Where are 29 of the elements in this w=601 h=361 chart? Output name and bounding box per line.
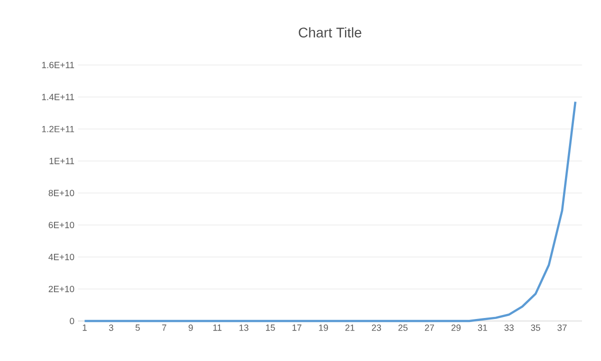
x-tick-label: 9 [188, 324, 193, 331]
x-tick-label: 15 [266, 324, 275, 331]
x-tick-label: 37 [557, 324, 567, 331]
x-tick-label: 29 [451, 324, 461, 331]
x-tick-label: 21 [345, 324, 354, 331]
x-tick-label: 31 [478, 324, 488, 331]
x-tick-label: 19 [319, 324, 328, 331]
x-tick-label: 3 [109, 324, 114, 331]
y-tick-label: 1.4E+11 [42, 94, 74, 100]
x-tick-label: 11 [213, 324, 222, 331]
x-tick-label: 7 [162, 324, 166, 331]
y-tick-label: 4E+10 [48, 254, 74, 260]
x-tick-label: 5 [136, 324, 140, 331]
y-tick-label: 6E+10 [48, 222, 74, 228]
y-tick-label: 2E+10 [48, 286, 74, 292]
x-tick-label: 23 [372, 324, 382, 331]
x-tick-label: 1 [82, 324, 87, 331]
y-tick-label: 0 [70, 318, 74, 324]
x-tick-label: 13 [239, 324, 248, 331]
x-tick-label: 17 [292, 324, 302, 331]
y-tick-label: 1.6E+11 [42, 62, 74, 68]
x-tick-label: 33 [504, 324, 514, 331]
x-tick-label: 35 [530, 324, 540, 331]
y-tick-label: 8E+10 [48, 190, 74, 196]
chart-title: Chart Title [298, 27, 362, 38]
y-tick-label: 1E+11 [50, 158, 74, 164]
x-tick-label: 25 [398, 324, 408, 331]
y-tick-label: 1.2E+11 [42, 126, 74, 132]
x-tick-label: 27 [424, 324, 434, 331]
